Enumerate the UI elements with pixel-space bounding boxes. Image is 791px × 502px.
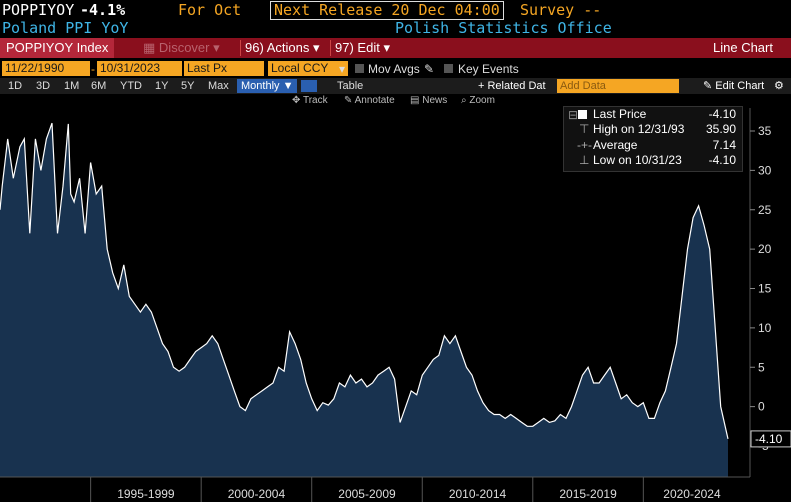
legend-average-value: 7.14 (712, 138, 736, 152)
period-ytd[interactable]: YTD (120, 80, 142, 92)
x-tick-label: 2000-2004 (228, 487, 286, 501)
period-1d[interactable]: 1D (8, 80, 23, 92)
y-tick-label: 15 (758, 282, 772, 296)
x-tick-label: 2015-2019 (559, 487, 617, 501)
add-data-input[interactable]: Add Data (557, 79, 679, 93)
edit-chart-label: Edit Chart (715, 80, 765, 92)
source-name: Polish Statistics Office (395, 19, 612, 37)
legend-low-label: Low on 10/31/23 (593, 153, 682, 167)
discover-menu[interactable]: ▦ Discover ▾ (143, 40, 220, 55)
edit-chart-pencil-icon: ✎ (703, 80, 713, 92)
toolbar-divider (330, 40, 331, 56)
key-events-checkbox[interactable] (444, 64, 453, 73)
discover-icon: ▦ (143, 40, 156, 55)
low-marker-icon: ⊥ (579, 153, 590, 167)
x-axis-ticks: 1995-1999 2000-2004 2005-2009 2010-2014 2015… (90, 477, 721, 502)
period-1y[interactable]: 1Y (155, 80, 169, 92)
chart-type-label[interactable]: Line Chart (713, 40, 773, 55)
y-tick-label: 0 (758, 400, 765, 414)
start-date-field[interactable]: 11/22/1990 (2, 61, 90, 76)
series-area (0, 123, 728, 477)
last-price-swatch (578, 110, 587, 119)
legend-average-label: Average (593, 138, 638, 152)
currency-select[interactable]: Local CCY (268, 61, 348, 76)
chart-type-icon[interactable] (301, 80, 317, 92)
edit-number: 97) (335, 40, 354, 55)
x-tick-label: 1995-1999 (117, 487, 175, 501)
period-3d[interactable]: 3D (36, 80, 51, 92)
edit-menu[interactable]: 97) Edit ▾ (335, 40, 390, 55)
discover-label: Discover (158, 40, 210, 55)
mov-avgs-label[interactable]: Mov Avgs (368, 62, 420, 76)
x-tick-label: 2020-2024 (663, 487, 721, 501)
release-period: For Oct (178, 1, 242, 19)
settings-gear-icon[interactable]: ⚙ (774, 80, 784, 92)
legend-high-label: High on 12/31/93 (593, 122, 685, 136)
annotate-tool[interactable]: ✎ Annotate (344, 95, 395, 106)
edit-label: Edit (357, 40, 380, 55)
zoom-tool[interactable]: ⌕ Zoom (461, 95, 495, 106)
actions-number: 96) (245, 40, 264, 55)
legend-low-value: -4.10 (708, 153, 736, 167)
frequency-label: Monthly (241, 80, 280, 92)
y-tick-label: 5 (758, 360, 765, 374)
change-percent: -4.1% (80, 1, 126, 19)
toolbar-divider (240, 40, 241, 56)
legend-last-value: -4.10 (708, 107, 736, 121)
last-price-label: -4.10 (755, 432, 783, 446)
x-tick-label: 2005-2009 (338, 487, 396, 501)
period-bar: 1D 3D 1M 6M YTD 1Y 5Y Max Monthly ▼ Tabl… (0, 78, 791, 94)
price-field-select[interactable]: Last Px (184, 61, 264, 76)
table-button[interactable]: Table (337, 80, 364, 92)
period-6m[interactable]: 6M (91, 80, 107, 92)
period-max[interactable]: Max (208, 80, 229, 92)
chart-legend[interactable]: ⊟ Last Price -4.10 ⊤ High on 12/31/93 35… (563, 106, 743, 172)
edit-chart-button[interactable]: ✎ Edit Chart (703, 78, 764, 94)
related-data-button[interactable]: + Related Dat (478, 80, 546, 92)
actions-menu[interactable]: 96) Actions ▾ (245, 40, 320, 55)
pencil-icon[interactable]: ✎ (424, 62, 435, 76)
price-chart[interactable]: -505101520253035 1995-19992000-20042005-… (0, 108, 791, 502)
currency-dropdown-icon[interactable]: ▾ (339, 62, 346, 76)
actions-label: Actions (266, 40, 310, 55)
legend-high-value: 35.90 (705, 122, 736, 136)
y-tick-label: 35 (758, 124, 772, 138)
security-name: Poland PPI YoY (2, 19, 129, 37)
zoom-label: Zoom (469, 95, 495, 106)
legend-collapse-icon[interactable]: ⊟ (568, 108, 579, 122)
series-line (0, 122, 729, 440)
key-events-label[interactable]: Key Events (458, 62, 519, 76)
ticker-symbol[interactable]: POPPIYOY (2, 1, 75, 19)
track-label: Track (302, 95, 328, 106)
annotate-label: Annotate (354, 95, 395, 106)
chart-tools: ✥ Track ✎ Annotate ▤ News ⌕ Zoom (0, 94, 791, 108)
y-tick-label: 30 (758, 163, 772, 177)
news-label: News (422, 95, 448, 106)
legend-last-label: Last Price (593, 107, 647, 121)
survey-label: Survey -- (520, 1, 602, 19)
y-tick-label: 25 (758, 203, 772, 217)
period-1m[interactable]: 1M (64, 80, 80, 92)
y-tick-label: 20 (758, 242, 772, 256)
track-tool[interactable]: ✥ Track (292, 95, 328, 106)
main-toolbar: POPPIYOY Index ▦ Discover ▾ 96) Actions … (0, 38, 791, 58)
index-label[interactable]: POPPIYOY Index (0, 38, 115, 58)
news-tool[interactable]: ▤ News (410, 95, 448, 106)
x-tick-label: 2010-2014 (449, 487, 507, 501)
average-marker-icon: -+- (577, 138, 592, 152)
y-tick-label: 10 (758, 321, 772, 335)
chart-controls: 11/22/1990 - 10/31/2023 Last Px Local CC… (0, 60, 791, 78)
date-separator: - (91, 62, 95, 76)
period-5y[interactable]: 5Y (181, 80, 195, 92)
mov-avgs-checkbox[interactable] (355, 64, 364, 73)
security-header: POPPIYOY -4.1% For Oct Next Release 20 D… (0, 0, 791, 38)
last-price-box (750, 430, 791, 448)
next-release[interactable]: Next Release 20 Dec 04:00 (270, 1, 504, 20)
end-date-field[interactable]: 10/31/2023 (97, 61, 182, 76)
frequency-select[interactable]: Monthly ▼ (237, 79, 298, 93)
high-marker-icon: ⊤ (579, 122, 590, 136)
last-price-marker: -4.10 (750, 430, 791, 448)
